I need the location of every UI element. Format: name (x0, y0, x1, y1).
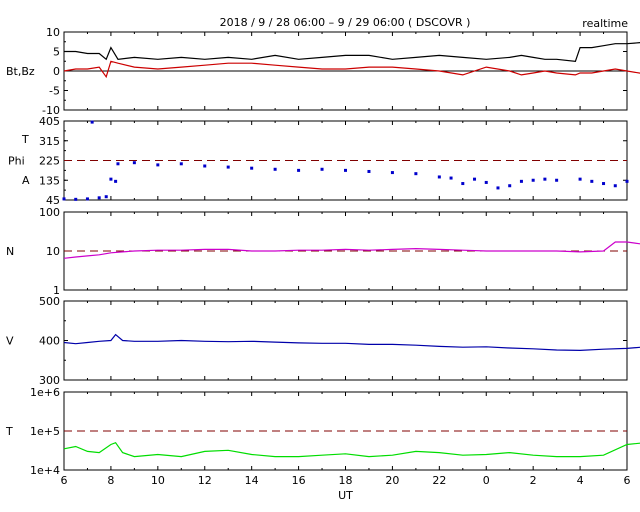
x-axis-label: UT (338, 489, 353, 502)
y-tick-label: 1e+4 (30, 464, 60, 477)
realtime-label: realtime (582, 17, 628, 30)
data-point (132, 161, 136, 165)
phi-ylabel-line: Phi (8, 155, 25, 168)
series-line-T (63, 441, 640, 458)
x-tick-label: 14 (245, 474, 259, 487)
x-tick-label: 20 (385, 474, 399, 487)
x-tick-label: 6 (624, 474, 631, 487)
x-tick-label: 6 (61, 474, 68, 487)
x-tick-label: 10 (151, 474, 165, 487)
data-point (531, 178, 535, 182)
data-point (156, 163, 160, 167)
data-point (320, 167, 324, 171)
data-point (578, 177, 582, 181)
y-tick-label: 315 (39, 135, 60, 148)
density-ylabel: N (6, 245, 14, 258)
data-point (484, 180, 488, 184)
data-point (97, 196, 101, 200)
data-point (179, 162, 183, 166)
y-tick-label: 1e+5 (30, 425, 60, 438)
y-tick-label: -5 (49, 85, 60, 98)
x-tick-label: 22 (432, 474, 446, 487)
data-point (114, 179, 118, 183)
data-point (62, 197, 66, 201)
data-point (109, 177, 113, 181)
phi-ylabel-line: A (22, 174, 30, 187)
data-point (90, 120, 94, 124)
x-tick-label: 18 (339, 474, 353, 487)
magnetic-field-ylabel: Bt,Bz (6, 65, 35, 78)
temperature-ylabel: T (5, 425, 13, 438)
data-point (437, 175, 441, 179)
velocity-frame (63, 300, 628, 381)
x-tick-label: 16 (292, 474, 306, 487)
data-point (602, 182, 606, 186)
y-tick-label: 500 (39, 295, 60, 308)
y-tick-label: 0 (53, 65, 60, 78)
data-point (496, 186, 500, 190)
x-tick-label: 2 (530, 474, 537, 487)
y-tick-label: 100 (39, 206, 60, 219)
data-point (543, 177, 547, 181)
data-point (85, 197, 89, 201)
x-tick-label: 0 (483, 474, 490, 487)
series-line-N (63, 241, 640, 259)
data-point (226, 165, 230, 169)
series-line-V (63, 333, 640, 352)
x-tick-label: 12 (198, 474, 212, 487)
data-point (273, 167, 277, 171)
y-tick-label: 225 (39, 155, 60, 168)
y-tick-label: 400 (39, 335, 60, 348)
y-tick-label: 1 (53, 284, 60, 297)
y-tick-label: 10 (46, 26, 60, 39)
phi-ylabel-line: T (21, 133, 29, 146)
data-point (625, 179, 629, 183)
velocity-ylabel: V (6, 335, 14, 348)
plot-title: 2018 / 9 / 28 06:00 – 9 / 29 06:00 ( DSC… (220, 16, 471, 29)
data-point (390, 171, 394, 175)
data-point (461, 182, 465, 186)
x-tick-label: 4 (577, 474, 584, 487)
series-line-Bt (64, 42, 640, 62)
data-point (250, 166, 254, 170)
data-point (555, 178, 559, 182)
data-point (449, 176, 453, 180)
series-line-Bz (63, 60, 640, 79)
data-point (104, 195, 108, 199)
data-point (297, 168, 301, 172)
x-tick-label: 8 (107, 474, 114, 487)
y-tick-label: 1e+6 (30, 386, 60, 399)
data-point (367, 169, 371, 173)
y-tick-label: 5 (53, 46, 60, 59)
data-point (344, 168, 347, 172)
data-point (414, 172, 418, 176)
data-point (203, 164, 207, 168)
data-point (116, 162, 120, 166)
data-point (74, 197, 78, 201)
data-point (590, 179, 594, 183)
y-tick-label: -10 (42, 104, 60, 117)
y-tick-label: 405 (39, 115, 60, 128)
data-point (508, 184, 512, 188)
data-point (519, 179, 523, 183)
y-tick-label: 300 (39, 374, 60, 387)
data-point (613, 184, 617, 188)
data-point (473, 177, 477, 181)
y-tick-label: 45 (46, 194, 60, 207)
y-tick-label: 10 (46, 245, 60, 258)
y-tick-label: 135 (39, 174, 60, 187)
